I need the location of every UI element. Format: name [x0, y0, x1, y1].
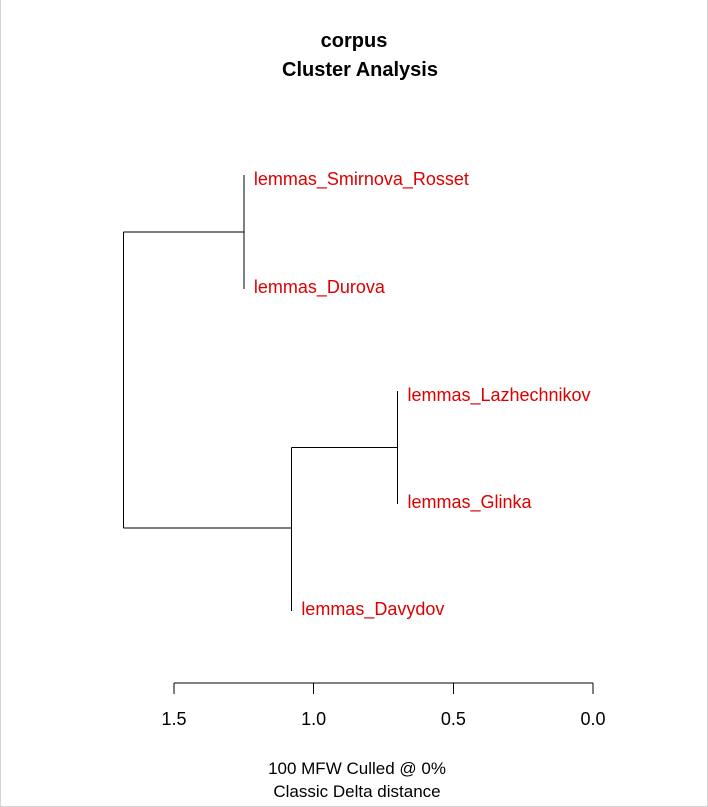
- leaf-label: lemmas_Durova: [254, 277, 386, 298]
- axis-tick-label: 0.5: [441, 709, 466, 729]
- leaf-label: lemmas_Davydov: [301, 599, 444, 620]
- dendrogram-tree: [123, 175, 398, 611]
- caption-distance: Classic Delta distance: [273, 782, 440, 801]
- axis-tick-label: 0.0: [580, 709, 605, 729]
- caption-mfw: 100 MFW Culled @ 0%: [268, 759, 446, 778]
- axis-tick-label: 1.5: [161, 709, 186, 729]
- chart-title: corpus: [321, 30, 388, 52]
- leaf-label: lemmas_Glinka: [407, 492, 532, 513]
- leaf-labels: lemmas_Smirnova_Rosset lemmas_Durovalemma…: [254, 169, 591, 620]
- chart-subtitle: Cluster Analysis: [282, 59, 438, 81]
- leaf-label: lemmas_Lazhechnikov: [407, 385, 590, 406]
- leaf-label: lemmas_Smirnova_Rosset: [254, 169, 469, 190]
- x-axis: 1.5 1.0 0.5 0.0: [161, 682, 606, 729]
- axis-tick-label: 1.0: [301, 709, 326, 729]
